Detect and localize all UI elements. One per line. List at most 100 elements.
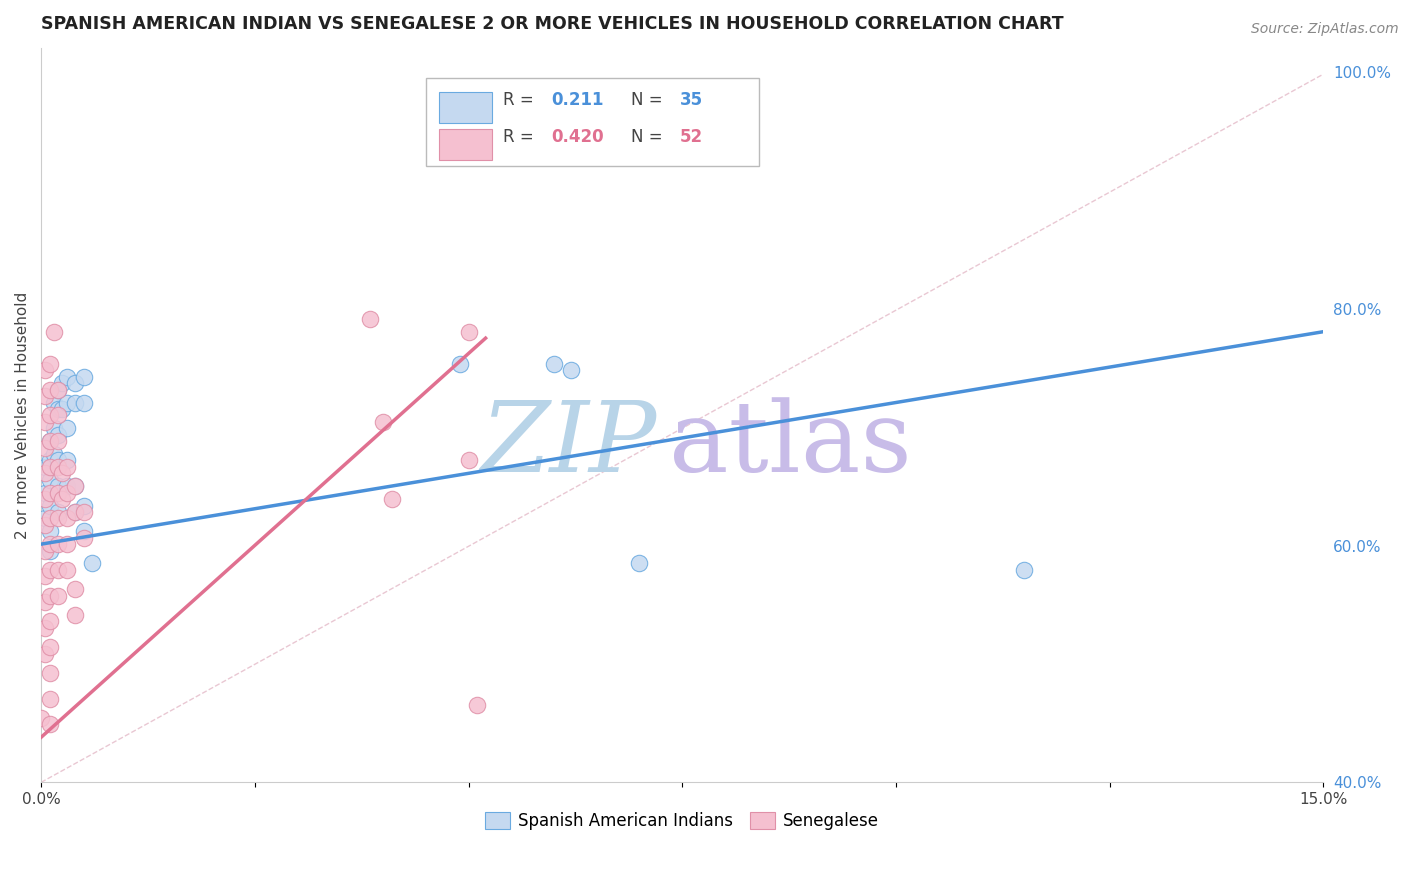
Point [46,511,69,525]
Point [457,453,479,467]
Point [38,537,60,551]
Text: N =: N = [631,91,668,109]
Point [65,607,87,622]
Point [628,557,651,571]
Legend: Spanish American Indians, Senegalese: Spanish American Indians, Senegalese [478,805,886,837]
FancyBboxPatch shape [426,78,759,166]
FancyBboxPatch shape [439,93,492,123]
Point [34,511,56,525]
Point [55,537,77,551]
Point [359,311,381,326]
Text: 35: 35 [679,91,703,109]
Point [34,517,56,532]
Text: 52: 52 [679,128,703,145]
Point [46,479,69,493]
Point [46,409,69,423]
Point [38,717,60,731]
Point [34,485,56,500]
Point [38,485,60,500]
Point [82,557,104,571]
Point [560,363,582,377]
Point [38,511,60,525]
Point [42,395,65,409]
Point [65,505,87,519]
Y-axis label: 2 or more Vehicles in Household: 2 or more Vehicles in Household [15,292,30,539]
Point [65,582,87,597]
Point [38,543,60,558]
Point [38,434,60,449]
Point [51,492,73,507]
Point [34,569,56,583]
Point [543,357,565,371]
Point [46,383,69,397]
Point [38,459,60,474]
Point [46,589,69,603]
Point [46,459,69,474]
Point [38,383,60,397]
Point [38,357,60,371]
Point [65,479,87,493]
Point [42,421,65,435]
Point [46,563,69,577]
Point [465,698,488,712]
Point [46,434,69,449]
Point [46,537,69,551]
Point [34,492,56,507]
Point [34,415,56,429]
FancyBboxPatch shape [439,129,492,160]
Text: N =: N = [631,128,668,145]
Point [1012,563,1035,577]
Point [55,563,77,577]
Point [38,563,60,577]
Point [65,395,87,409]
Text: R =: R = [503,91,538,109]
Point [73,395,96,409]
Point [73,505,96,519]
Point [73,499,96,513]
Text: 0.420: 0.420 [551,128,605,145]
Point [46,401,69,416]
Point [55,369,77,384]
Point [457,325,479,339]
Point [38,524,60,539]
Point [38,409,60,423]
Point [34,595,56,609]
Point [34,389,56,403]
Point [34,363,56,377]
Text: SPANISH AMERICAN INDIAN VS SENEGALESE 2 OR MORE VEHICLES IN HOUSEHOLD CORRELATIO: SPANISH AMERICAN INDIAN VS SENEGALESE 2 … [41,15,1064,33]
Point [34,459,56,474]
Point [38,434,60,449]
Text: ZIP: ZIP [481,397,657,492]
Point [38,615,60,629]
Text: atlas: atlas [669,397,912,492]
Point [55,485,77,500]
Point [51,401,73,416]
Text: Source: ZipAtlas.com: Source: ZipAtlas.com [1251,22,1399,37]
Point [51,376,73,391]
Point [46,427,69,442]
Point [38,499,60,513]
Point [38,473,60,487]
Point [51,467,73,481]
Point [65,479,87,493]
Point [42,447,65,461]
Point [34,467,56,481]
Point [55,459,77,474]
Point [55,511,77,525]
Point [38,691,60,706]
Point [46,505,69,519]
Point [65,376,87,391]
Point [46,485,69,500]
Point [38,665,60,680]
Point [38,453,60,467]
Point [371,415,394,429]
Point [34,621,56,635]
Point [73,524,96,539]
Point [34,441,56,455]
Point [55,453,77,467]
Point [73,369,96,384]
Point [55,421,77,435]
Point [42,325,65,339]
Point [65,505,87,519]
Point [46,383,69,397]
